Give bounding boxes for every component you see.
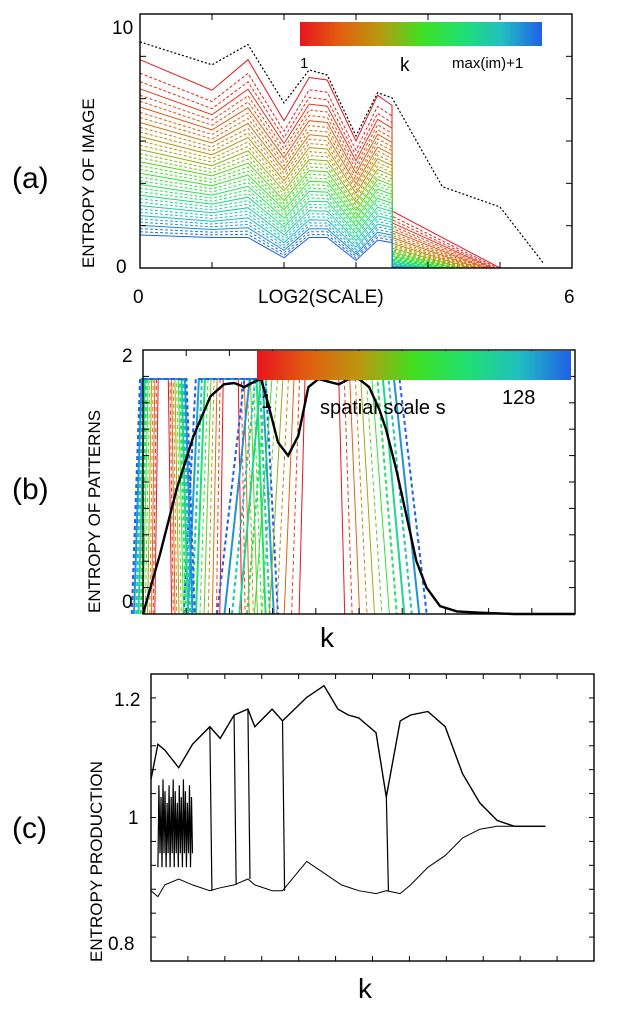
chart-c-lower-line	[150, 825, 546, 898]
chart-a-xlabel: LOG2(SCALE)	[258, 287, 384, 308]
chart-b-bump-line	[219, 378, 243, 615]
chart-a-ticks	[140, 14, 572, 268]
chart-c-ytick-top: 1.2	[114, 690, 140, 711]
chart-a-series-line	[139, 169, 451, 269]
chart-c-ticks	[151, 674, 594, 961]
chart-c-drop-line	[281, 720, 286, 891]
chart-c-frame	[150, 673, 595, 962]
chart-a-ytick-bottom: 0	[116, 257, 127, 278]
chart-a-xtick-left: 0	[133, 287, 144, 308]
chart-c: 1.2 1 0.8 k ENTROPY PRODUCTION	[87, 673, 595, 1004]
chart-b-colorbar-max: 128	[502, 387, 535, 409]
chart-c-upper-line	[150, 684, 546, 827]
chart-a-series-line	[139, 208, 423, 269]
panel-label-c: (c)	[12, 812, 47, 845]
chart-a-series-line	[139, 106, 486, 269]
chart-c-ytick-bottom: 0.8	[108, 934, 134, 955]
chart-b-ytick-bottom: 0	[122, 592, 133, 613]
chart-b: 2 0 k ENTROPY OF PATTERNS 1 spatial scal…	[85, 346, 576, 653]
chart-a-series-line	[139, 180, 443, 269]
chart-b-bump-line	[182, 378, 279, 615]
chart-b-colorbar	[257, 351, 571, 380]
chart-c-drop-line	[247, 709, 251, 880]
chart-b-bump-line	[139, 378, 187, 615]
chart-a-colorbar-mid: k	[400, 55, 410, 76]
chart-b-bump-line	[130, 378, 196, 615]
chart-c-oscillation-line	[157, 779, 194, 868]
chart-b-bump-line	[154, 378, 173, 615]
chart-a-xtick-right: 6	[564, 287, 575, 308]
chart-c-ylabel: ENTROPY PRODUCTION	[87, 761, 106, 962]
chart-a-series-line	[139, 187, 438, 269]
chart-a-series-line	[139, 221, 413, 269]
chart-a-ytick-top: 10	[112, 18, 133, 39]
chart-c-drop-line	[385, 796, 390, 891]
chart-b-bump-line	[245, 378, 398, 615]
chart-a-series-line	[139, 228, 408, 269]
chart-c-ytick-mid: 1	[128, 808, 139, 829]
chart-a-colorbar-min: 1	[300, 55, 308, 72]
panel-label-b: (b)	[12, 473, 49, 506]
panel-label-a: (a)	[12, 162, 49, 195]
chart-c-xlabel: k	[358, 973, 373, 1004]
chart-a-envelope-line	[139, 41, 544, 264]
chart-b-colorbar-mid: spatial scale s	[320, 397, 446, 419]
chart-a-ylabel: ENTROPY OF IMAGE	[79, 98, 98, 268]
chart-a-colorbar	[300, 22, 542, 46]
chart-a-series-line	[139, 126, 476, 269]
chart-a-series-line	[139, 131, 473, 269]
chart-c-drop-line	[233, 714, 237, 885]
chart-a-series-line	[139, 111, 483, 269]
chart-a-series-line	[139, 194, 433, 269]
chart-a-series-line	[139, 81, 496, 269]
chart-a: 10 0 0 6 LOG2(SCALE) ENTROPY OF IMAGE 1 …	[79, 13, 575, 308]
chart-a-lines	[139, 41, 544, 269]
chart-b-bump-line	[186, 378, 275, 615]
chart-b-ytick-top: 2	[122, 346, 133, 367]
chart-a-series-line	[139, 234, 403, 269]
chart-b-xlabel: k	[320, 622, 335, 653]
chart-b-bump-line	[133, 378, 194, 615]
chart-b-colorbar-min: 1	[261, 391, 272, 413]
chart-a-colorbar-max: max(im)+1	[452, 55, 523, 72]
chart-c-lines	[150, 684, 546, 898]
chart-b-ylabel: ENTROPY OF PATTERNS	[85, 410, 104, 613]
chart-b-mean-curve	[141, 377, 575, 616]
chart-c-drop-line	[209, 726, 213, 891]
